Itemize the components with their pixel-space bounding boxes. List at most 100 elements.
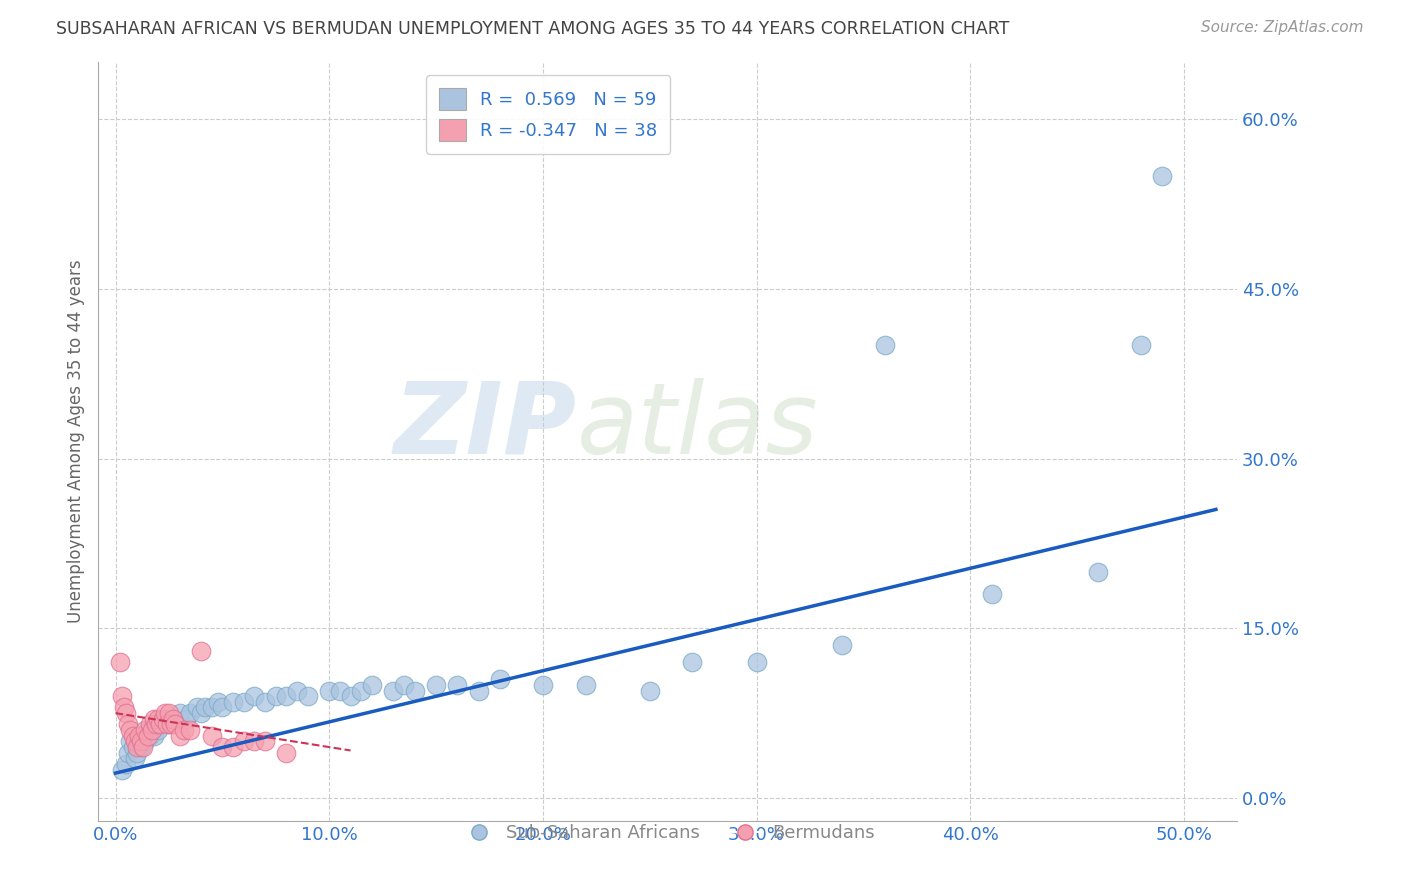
Point [329, 683, 352, 698]
Point [531, 678, 554, 692]
Point [165, 717, 187, 731]
Point [136, 723, 159, 738]
Point [254, 734, 277, 748]
Point [1130, 338, 1153, 352]
Point [125, 746, 148, 760]
Y-axis label: Unemployment Among Ages 35 to 44 years: Unemployment Among Ages 35 to 44 years [66, 260, 84, 624]
Point [285, 683, 308, 698]
Point [115, 757, 138, 772]
Point [211, 700, 233, 714]
Point [121, 729, 143, 743]
Point [141, 723, 163, 738]
Point [222, 740, 245, 755]
Point [489, 672, 512, 686]
Point [128, 729, 150, 743]
Point [361, 678, 384, 692]
Point [745, 655, 768, 669]
Point [1152, 169, 1174, 183]
Point [111, 763, 134, 777]
Point [190, 706, 212, 720]
Point [162, 712, 184, 726]
Point [1087, 565, 1109, 579]
Point [264, 689, 287, 703]
Point [111, 689, 134, 703]
Point [134, 723, 156, 738]
Point [194, 700, 217, 714]
Point [145, 717, 167, 731]
Point [169, 729, 191, 743]
Point [121, 740, 143, 755]
Point [873, 338, 896, 352]
Point [222, 695, 245, 709]
Point [382, 683, 405, 698]
Text: atlas: atlas [576, 378, 818, 475]
Point [108, 655, 131, 669]
Point [276, 689, 298, 703]
Point [350, 683, 373, 698]
Point [254, 695, 277, 709]
Point [124, 734, 146, 748]
Point [153, 706, 176, 720]
Point [574, 678, 596, 692]
Point [148, 723, 170, 738]
Point [152, 712, 174, 726]
Point [173, 723, 195, 738]
Text: Source: ZipAtlas.com: Source: ZipAtlas.com [1201, 20, 1364, 35]
Point [128, 734, 150, 748]
Point [446, 678, 468, 692]
Point [831, 638, 853, 652]
Point [169, 706, 191, 720]
Legend: Sub-Saharan Africans, Bermudans: Sub-Saharan Africans, Bermudans [454, 817, 882, 849]
Point [318, 683, 340, 698]
Point [211, 740, 233, 755]
Point [174, 712, 197, 726]
Point [179, 723, 201, 738]
Point [152, 712, 174, 726]
Point [117, 717, 139, 731]
Point [138, 717, 160, 731]
Point [112, 700, 135, 714]
Point [124, 751, 146, 765]
Point [160, 717, 183, 731]
Point [638, 683, 661, 698]
Point [129, 740, 152, 755]
Point [143, 712, 166, 726]
Point [339, 689, 361, 703]
Point [681, 655, 703, 669]
Point [297, 689, 319, 703]
Point [162, 712, 184, 726]
Point [125, 740, 148, 755]
Point [134, 734, 156, 748]
Point [179, 706, 201, 720]
Point [232, 695, 254, 709]
Point [276, 746, 298, 760]
Point [145, 717, 167, 731]
Text: SUBSAHARAN AFRICAN VS BERMUDAN UNEMPLOYMENT AMONG AGES 35 TO 44 YEARS CORRELATIO: SUBSAHARAN AFRICAN VS BERMUDAN UNEMPLOYM… [56, 20, 1010, 37]
Point [138, 729, 160, 743]
Point [186, 700, 208, 714]
Point [468, 683, 491, 698]
Point [136, 729, 159, 743]
Point [190, 644, 212, 658]
Point [157, 717, 180, 731]
Point [117, 746, 139, 760]
Point [201, 700, 224, 714]
Point [207, 695, 229, 709]
Point [120, 734, 142, 748]
Point [980, 587, 1002, 601]
Point [232, 734, 254, 748]
Point [143, 729, 166, 743]
Point [392, 678, 415, 692]
Point [149, 717, 172, 731]
Point [156, 717, 179, 731]
Point [115, 706, 138, 720]
Point [201, 729, 224, 743]
Point [132, 729, 155, 743]
Point [425, 678, 447, 692]
Point [404, 683, 426, 698]
Point [120, 723, 142, 738]
Point [141, 723, 163, 738]
Point [157, 706, 180, 720]
Point [132, 740, 155, 755]
Point [243, 689, 266, 703]
